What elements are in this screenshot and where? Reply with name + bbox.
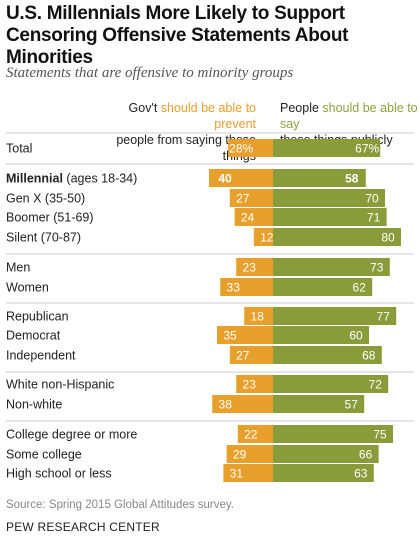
category-label: Independent bbox=[6, 349, 76, 363]
bar-allow bbox=[273, 375, 389, 393]
value-label-allow: 68 bbox=[362, 349, 376, 363]
bar-prevent bbox=[223, 464, 273, 482]
value-label-prevent: 40 bbox=[218, 172, 232, 186]
value-label-allow: 58 bbox=[345, 172, 359, 186]
value-label-allow: 80 bbox=[381, 231, 395, 245]
category-label: College degree or more bbox=[6, 428, 137, 442]
value-label-prevent: 35 bbox=[223, 329, 237, 343]
value-label-prevent: 12 bbox=[260, 231, 274, 245]
bar-prevent bbox=[236, 258, 273, 276]
value-label-allow: 62 bbox=[353, 281, 367, 295]
category-label: White non-Hispanic bbox=[6, 378, 114, 392]
left-header-highlight: should be able to prevent bbox=[160, 101, 256, 131]
bar-allow bbox=[273, 139, 381, 157]
right-header-highlight: should be able to say bbox=[280, 101, 418, 131]
value-label-prevent: 33 bbox=[227, 281, 241, 295]
value-label-prevent: 27 bbox=[236, 349, 250, 363]
value-label-prevent: 38 bbox=[219, 398, 233, 412]
category-label: Non-white bbox=[6, 398, 62, 412]
value-label-prevent: 28% bbox=[229, 142, 253, 156]
bar-prevent bbox=[226, 445, 273, 463]
bar-prevent bbox=[209, 169, 273, 187]
value-label-allow: 70 bbox=[365, 192, 379, 206]
bar-prevent bbox=[237, 425, 273, 443]
value-label-prevent: 31 bbox=[230, 467, 244, 481]
bar-prevent bbox=[217, 326, 273, 344]
bar-prevent bbox=[234, 208, 273, 226]
footer-credit: PEW RESEARCH CENTER bbox=[6, 520, 160, 534]
bar-prevent bbox=[228, 139, 273, 157]
value-label-allow: 66 bbox=[359, 448, 373, 462]
bar-prevent bbox=[253, 228, 273, 246]
left-header-prefix: Gov't bbox=[128, 101, 161, 115]
value-label-allow: 57 bbox=[345, 398, 359, 412]
bar-allow bbox=[273, 326, 369, 344]
value-label-prevent: 23 bbox=[243, 378, 257, 392]
bar-allow bbox=[273, 395, 365, 413]
category-label: Gen X (35-50) bbox=[6, 192, 85, 206]
value-label-allow: 73 bbox=[370, 261, 384, 275]
bar-prevent bbox=[229, 346, 273, 364]
value-label-prevent: 27 bbox=[236, 192, 250, 206]
category-label: Democrat bbox=[6, 329, 61, 343]
value-label-allow: 67% bbox=[355, 142, 379, 156]
category-label: Boomer (51-69) bbox=[6, 211, 94, 225]
bar-prevent bbox=[220, 278, 273, 296]
value-label-prevent: 18 bbox=[251, 310, 265, 324]
category-label: High school or less bbox=[6, 467, 112, 481]
value-label-allow: 75 bbox=[373, 428, 387, 442]
category-label: Republican bbox=[6, 310, 69, 324]
value-label-allow: 77 bbox=[377, 310, 391, 324]
category-label: Women bbox=[6, 281, 49, 295]
bar-prevent bbox=[229, 189, 273, 207]
category-label: Millennial (ages 18-34) bbox=[6, 172, 137, 186]
bar-prevent bbox=[236, 375, 273, 393]
bar-allow bbox=[273, 189, 385, 207]
value-label-prevent: 22 bbox=[244, 428, 258, 442]
value-label-prevent: 29 bbox=[233, 448, 247, 462]
category-label: Men bbox=[6, 261, 30, 275]
value-label-allow: 72 bbox=[369, 378, 383, 392]
category-label: Silent (70-87) bbox=[6, 231, 81, 245]
bar-allow bbox=[273, 228, 401, 246]
bar-allow bbox=[273, 169, 366, 187]
value-label-allow: 60 bbox=[349, 329, 363, 343]
bar-allow bbox=[273, 258, 390, 276]
bar-allow bbox=[273, 278, 373, 296]
category-label: Total bbox=[6, 142, 32, 156]
chart-subtitle: Statements that are offensive to minorit… bbox=[6, 65, 294, 81]
chart-title: U.S. Millennials More Likely to Support … bbox=[6, 3, 349, 68]
bar-allow bbox=[273, 346, 382, 364]
bar-prevent bbox=[244, 307, 273, 325]
bar-allow bbox=[273, 208, 387, 226]
source-note: Source: Spring 2015 Global Attitudes sur… bbox=[6, 499, 235, 511]
bar-allow bbox=[273, 464, 374, 482]
right-header-prefix: People bbox=[280, 101, 323, 115]
value-label-prevent: 24 bbox=[241, 211, 255, 225]
value-label-prevent: 23 bbox=[243, 261, 257, 275]
value-label-allow: 63 bbox=[354, 467, 368, 481]
bar-allow bbox=[273, 307, 397, 325]
bar-allow bbox=[273, 425, 393, 443]
bar-prevent bbox=[212, 395, 273, 413]
category-label: Some college bbox=[6, 448, 82, 462]
value-label-allow: 71 bbox=[367, 211, 381, 225]
bar-allow bbox=[273, 445, 379, 463]
